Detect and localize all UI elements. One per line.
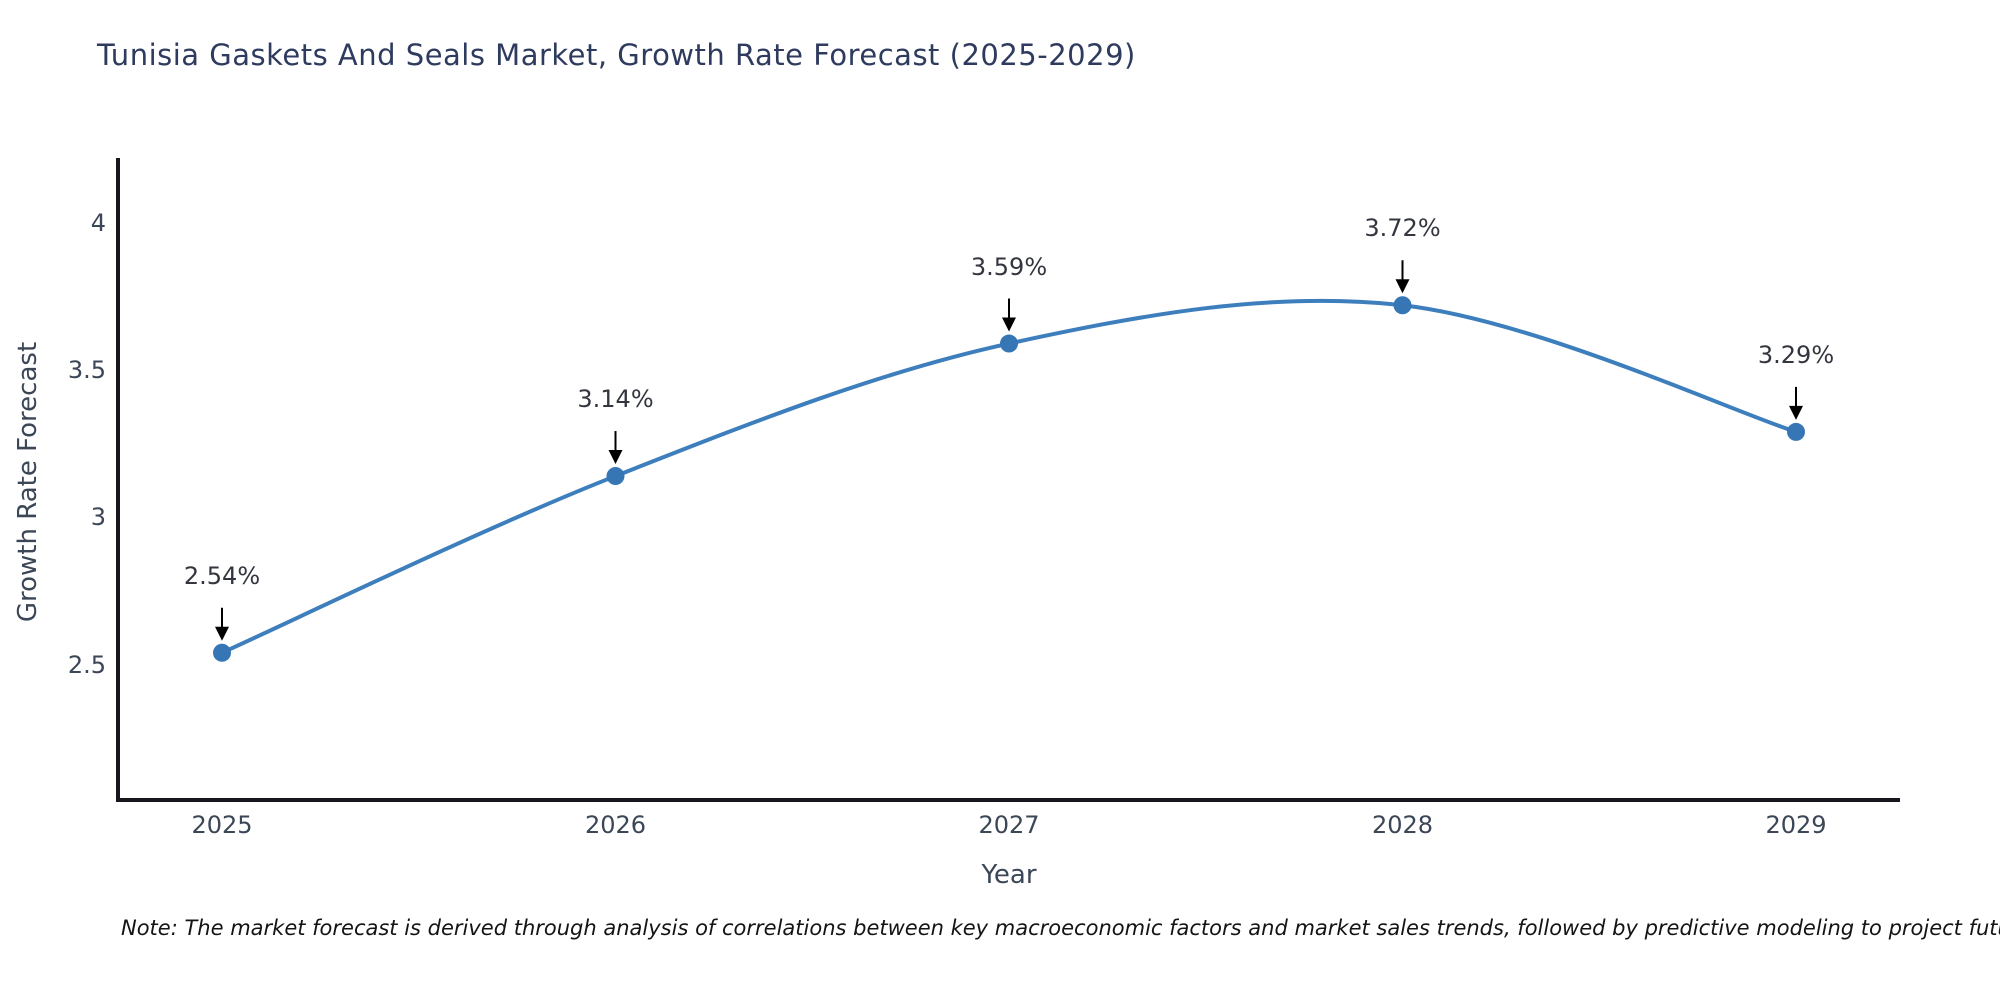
point-value-annotation: 3.14%	[577, 385, 654, 414]
x-tick-label: 2026	[584, 811, 647, 839]
x-tick-label: 2025	[191, 811, 253, 839]
x-tick-label: 2028	[1371, 811, 1434, 839]
x-tick-label: 2027	[978, 811, 1040, 839]
point-value-annotation: 2.54%	[183, 561, 261, 590]
annotation-arrowhead-icon	[608, 450, 623, 465]
point-value-annotation: 3.72%	[1364, 214, 1441, 243]
data-point-marker[interactable]	[1393, 296, 1412, 315]
x-axis-title: Year	[981, 860, 1037, 890]
data-point-marker[interactable]	[213, 643, 231, 662]
annotation-arrowhead-icon	[215, 626, 229, 641]
x-tick-label: 2029	[1765, 811, 1827, 839]
forecast-line	[220, 298, 1798, 655]
y-tick-label: 3.5	[67, 356, 106, 385]
annotation-arrowhead-icon	[1789, 405, 1803, 420]
data-point-marker[interactable]	[1787, 422, 1805, 441]
data-point-marker[interactable]	[1000, 334, 1018, 353]
chart-title: Tunisia Gaskets And Seals Market, Growth…	[97, 38, 1136, 72]
annotation-arrowhead-icon	[1002, 317, 1016, 332]
point-value-annotation: 3.59%	[970, 252, 1048, 281]
y-tick-label: 4	[90, 208, 106, 237]
y-tick-label: 3	[90, 503, 106, 532]
data-point-marker[interactable]	[606, 467, 625, 486]
y-tick-label: 2.5	[67, 650, 106, 679]
annotation-arrowhead-icon	[1395, 279, 1410, 294]
point-value-annotation: 3.29%	[1757, 340, 1835, 369]
footnote-text: Note: The market forecast is derived thr…	[121, 916, 2000, 940]
